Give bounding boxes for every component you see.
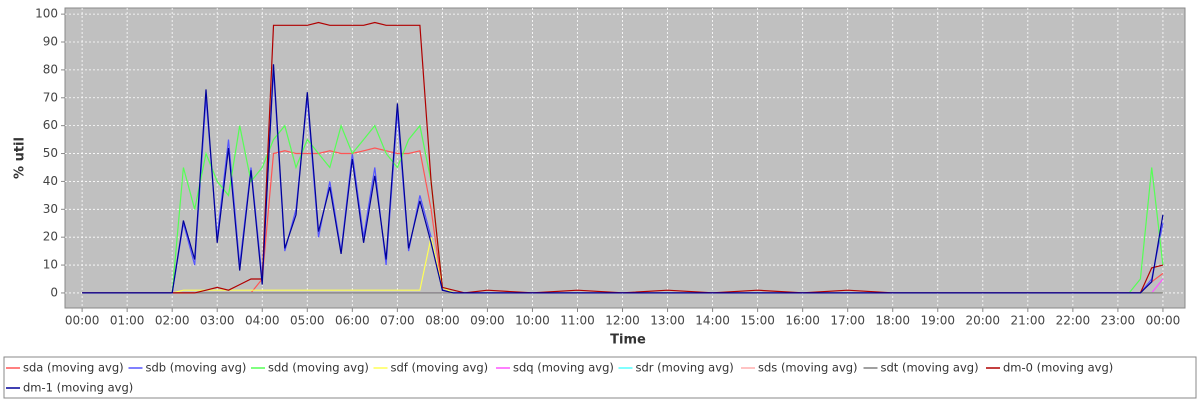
x-tick-label: 15:00 (740, 314, 775, 328)
y-tick-label: 0 (50, 285, 58, 299)
x-tick-label: 22:00 (1056, 314, 1091, 328)
x-tick-label: 20:00 (965, 314, 1000, 328)
x-tick-label: 02:00 (155, 314, 190, 328)
legend-label: sdb (moving avg) (146, 361, 247, 375)
legend-label: sda (moving avg) (23, 361, 124, 375)
y-tick-label: 100 (35, 7, 58, 21)
x-tick-label: 19:00 (920, 314, 955, 328)
x-tick-label: 00:00 (1146, 314, 1181, 328)
y-tick-label: 90 (43, 35, 58, 49)
y-axis-title: % util (13, 137, 28, 179)
y-tick-label: 60 (43, 118, 58, 132)
x-tick-label: 06:00 (335, 314, 370, 328)
x-tick-label: 18:00 (875, 314, 910, 328)
legend-label: sdf (moving avg) (391, 361, 489, 375)
legend-label: dm-0 (moving avg) (1003, 361, 1113, 375)
x-tick-label: 03:00 (200, 314, 235, 328)
x-tick-label: 23:00 (1101, 314, 1136, 328)
x-tick-label: 21:00 (1011, 314, 1046, 328)
y-tick-label: 30 (43, 202, 58, 216)
y-tick-label: 10 (43, 258, 58, 272)
x-tick-label: 07:00 (380, 314, 415, 328)
x-tick-label: 12:00 (605, 314, 640, 328)
x-tick-label: 04:00 (245, 314, 280, 328)
y-tick-label: 70 (43, 90, 58, 104)
x-tick-label: 08:00 (425, 314, 460, 328)
y-tick-label: 20 (43, 230, 58, 244)
y-tick-label: 80 (43, 62, 58, 76)
legend-label: sds (moving avg) (758, 361, 858, 375)
legend-label: sdt (moving avg) (881, 361, 979, 375)
legend-label: sdq (moving avg) (513, 361, 614, 375)
legend-box (3, 356, 1197, 399)
x-tick-label: 00:00 (65, 314, 100, 328)
x-tick-label: 14:00 (695, 314, 730, 328)
x-tick-label: 17:00 (830, 314, 865, 328)
x-tick-label: 11:00 (560, 314, 595, 328)
x-tick-label: 01:00 (110, 314, 145, 328)
x-tick-label: 16:00 (785, 314, 820, 328)
x-tick-label: 13:00 (650, 314, 685, 328)
legend-label: sdd (moving avg) (268, 361, 369, 375)
x-tick-label: 05:00 (290, 314, 325, 328)
x-axis-title: Time (610, 333, 646, 348)
legend-label: dm-1 (moving avg) (23, 381, 133, 395)
plot-area (64, 7, 1186, 309)
legend-label: sdr (moving avg) (636, 361, 734, 375)
series-line (82, 64, 1164, 294)
x-tick-label: 10:00 (515, 314, 550, 328)
y-tick-label: 50 (43, 146, 58, 160)
x-tick-label: 09:00 (470, 314, 505, 328)
y-tick-label: 40 (43, 174, 58, 188)
